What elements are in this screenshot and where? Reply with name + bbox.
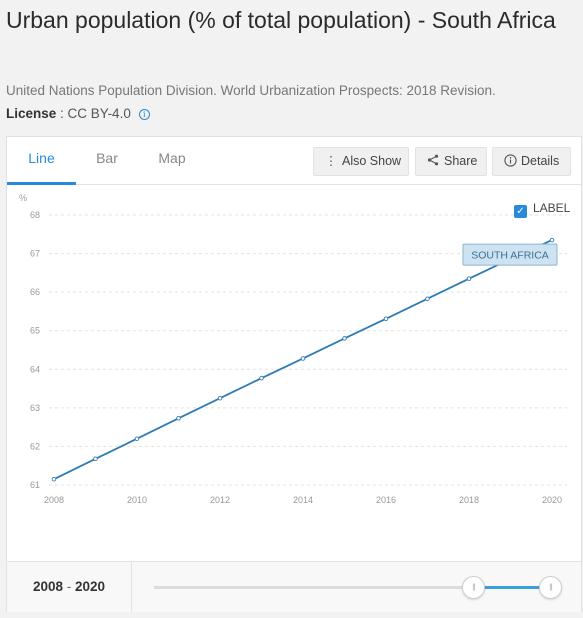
data-point: [176, 416, 181, 421]
details-label: Details: [521, 154, 560, 168]
y-axis-label: %: [19, 193, 27, 203]
series-label-box: [462, 243, 558, 266]
tab-bar-chart[interactable]: Bar: [96, 150, 118, 166]
x-tick-label: 2008: [44, 495, 64, 505]
y-tick-label: 62: [30, 441, 40, 451]
data-point: [300, 356, 306, 361]
range-slider-fill: [474, 586, 551, 589]
y-tick-label: 66: [30, 287, 40, 297]
x-tick-label: 2010: [127, 495, 147, 505]
y-tick-label: 67: [30, 249, 40, 259]
data-point: [466, 276, 472, 281]
data-source: United Nations Population Division. Worl…: [6, 83, 496, 98]
share-label: Share: [444, 154, 478, 168]
data-point: [383, 316, 389, 322]
data-point: [51, 476, 57, 482]
y-tick-label: 68: [30, 210, 40, 220]
data-point: [342, 336, 347, 341]
line-chart: 61 62 63 64 65 66 67 68% 2008 2010 2012 2014 2016 201…: [19, 193, 567, 505]
info-icon[interactable]: i: [138, 109, 150, 120]
also-show-label: Also Show: [342, 154, 402, 168]
details-button[interactable]: Details: [492, 147, 571, 176]
range-slider[interactable]: ||| |||: [154, 576, 562, 599]
range-end-handle[interactable]: |||: [539, 576, 562, 599]
data-point: [134, 436, 140, 441]
license-separator: :: [56, 106, 68, 121]
chart-panel: Line Bar Map ⋮ Also Show Share Details 61…: [6, 136, 582, 612]
label-checkbox[interactable]: ✓: [514, 205, 527, 218]
license-value: CC BY-4.0: [67, 106, 131, 121]
series-label: SOUTH AFRICA: [471, 250, 549, 262]
x-tick-label: 2014: [293, 495, 313, 505]
also-show-button[interactable]: ⋮ Also Show: [313, 147, 409, 176]
tab-bar: Line Bar Map ⋮ Also Show Share Details: [7, 137, 581, 185]
y-tick-label: 64: [30, 364, 40, 374]
x-tick-label: 2012: [210, 495, 230, 505]
share-button[interactable]: Share: [415, 147, 487, 176]
range-start: 2008: [32, 579, 63, 594]
range-separator: -: [66, 579, 72, 594]
data-point: [259, 375, 264, 381]
range-footer: 2008 - 2020 ||| |||: [7, 561, 581, 612]
y-tick-label: 63: [30, 403, 40, 413]
kebab-icon: ⋮: [324, 154, 338, 168]
range-start-handle[interactable]: |||: [462, 576, 485, 599]
data-point: [217, 395, 223, 401]
license-label: License: [6, 106, 57, 121]
label-toggle[interactable]: ✓ LABEL: [514, 201, 570, 218]
range-display: 2008 - 2020: [7, 562, 132, 612]
range-end: 2020: [75, 579, 106, 594]
data-point: [549, 237, 555, 243]
y-tick-label: 61: [30, 480, 40, 490]
info-icon: [503, 148, 517, 175]
y-tick-label: 65: [30, 326, 40, 336]
data-point: [425, 296, 430, 301]
x-tick-label: 2016: [376, 495, 396, 505]
tab-line[interactable]: Line: [7, 137, 76, 185]
page-title: Urban population (% of total population)…: [6, 7, 556, 33]
share-icon: [426, 148, 440, 175]
license: License : CC BY-4.0 i: [6, 106, 150, 121]
label-toggle-text: LABEL: [533, 201, 571, 215]
tab-map[interactable]: Map: [158, 150, 186, 166]
data-point: [93, 456, 98, 462]
x-tick-label: 2018: [459, 495, 479, 505]
x-tick-label: 2020: [542, 495, 562, 505]
